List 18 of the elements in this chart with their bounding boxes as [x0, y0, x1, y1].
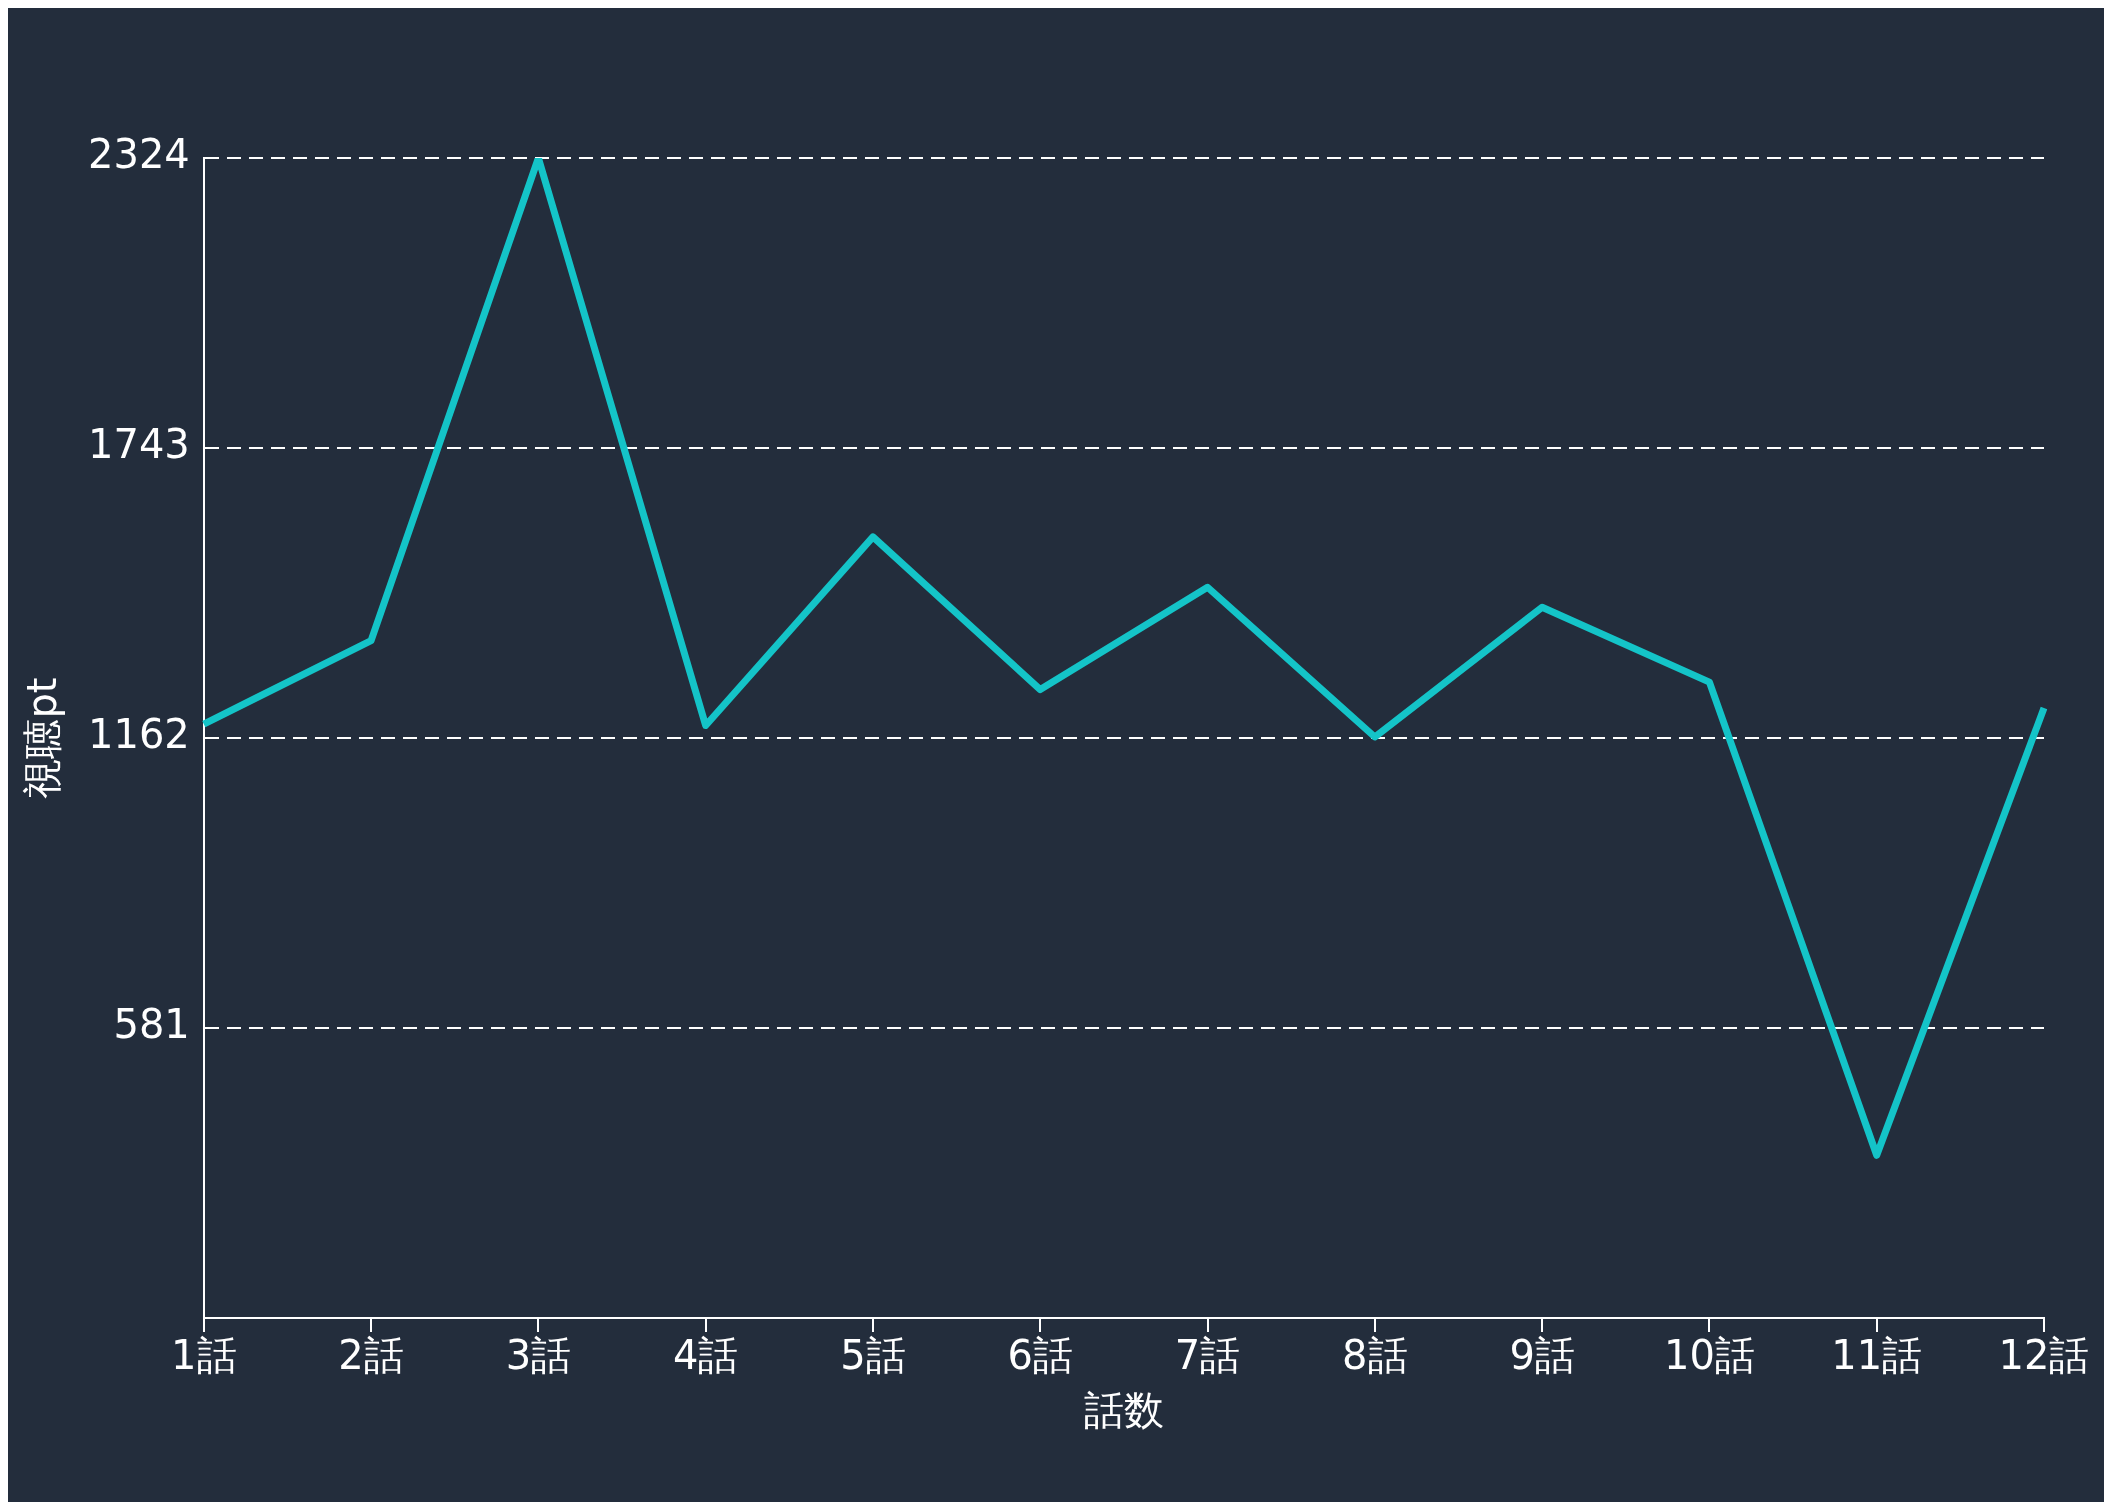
x-tick-label: 8話	[1342, 1332, 1408, 1379]
x-tick-label: 10話	[1663, 1332, 1755, 1379]
y-tick-label: 1162	[88, 711, 190, 758]
x-tick-label: 11話	[1831, 1332, 1923, 1379]
x-tick-label: 12話	[1998, 1332, 2090, 1379]
x-tick-label: 3話	[505, 1332, 572, 1379]
x-tick-label: 2話	[338, 1332, 404, 1379]
x-tick-label: 9話	[1509, 1332, 1575, 1379]
x-tick-label: 5話	[840, 1332, 906, 1379]
y-tick-label: 1743	[88, 421, 190, 468]
x-tick-label: 6話	[1007, 1332, 1073, 1379]
y-tick-label: 581	[113, 1001, 190, 1048]
x-axis-title: 話数	[1083, 1387, 1164, 1434]
x-tick-label: 4話	[672, 1332, 739, 1379]
y-tick-label: 2324	[88, 131, 190, 178]
x-tick-label: 7話	[1174, 1332, 1241, 1379]
x-tick-label: 1話	[171, 1332, 237, 1379]
y-axis-title: 視聴pt	[19, 677, 66, 799]
